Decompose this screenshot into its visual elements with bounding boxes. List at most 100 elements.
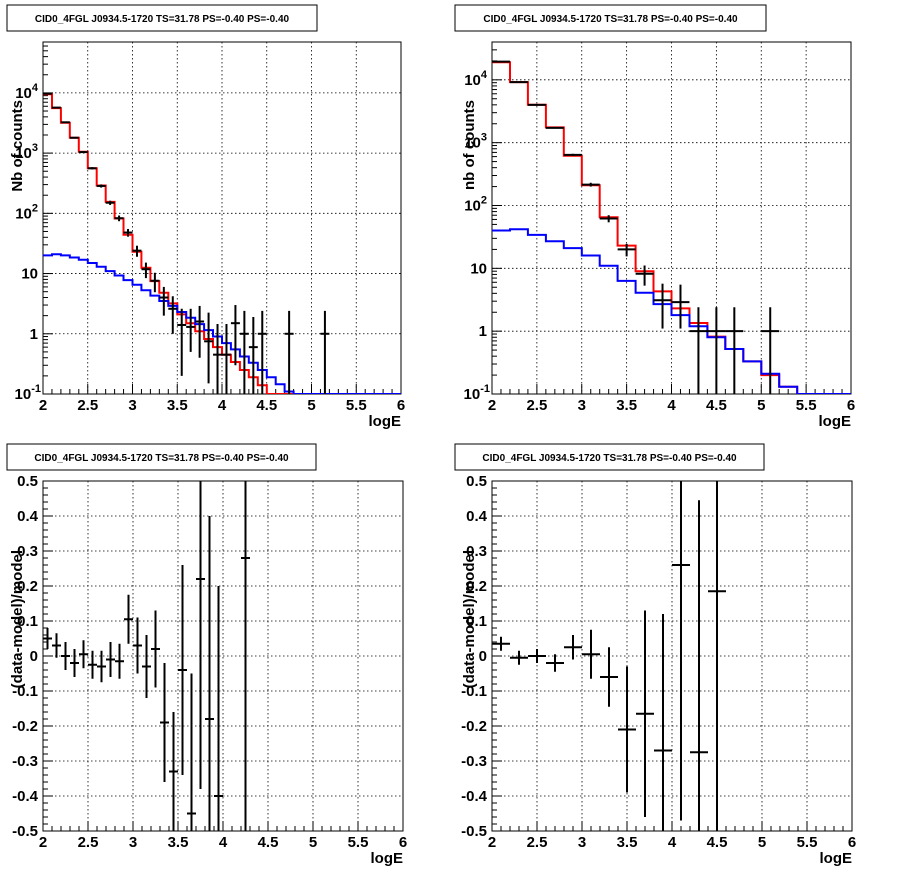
y-tick-label: 102 xyxy=(15,202,38,222)
x-tick-label: 6 xyxy=(397,397,405,414)
y-tick-label: 0.5 xyxy=(466,473,487,490)
residual-point xyxy=(546,654,564,672)
x-tick-label: 2.5 xyxy=(527,834,548,851)
residual-point xyxy=(124,594,133,644)
top-right-counts-panel: CID0_4FGL J0934.5-1720 TS=31.78 PS=-0.40… xyxy=(454,4,855,430)
data-point xyxy=(707,307,726,394)
x-tick-label: 3 xyxy=(578,397,586,414)
y-tick-label: 10 xyxy=(470,260,487,277)
y-tick-label: 1 xyxy=(479,323,487,340)
x-tick-label: 4 xyxy=(219,834,228,851)
y-tick-label: -0.5 xyxy=(461,823,487,840)
y-tick-label: 0.5 xyxy=(17,473,38,490)
y-tick-label: 102 xyxy=(464,194,487,214)
x-tick-label: 5 xyxy=(758,834,766,851)
residual-point xyxy=(241,481,250,831)
y-tick-label: 1 xyxy=(30,326,38,343)
chart-title: CID0_4FGL J0934.5-1720 TS=31.78 PS=-0.40… xyxy=(35,14,290,25)
data-point xyxy=(239,310,249,394)
residual-point xyxy=(70,649,79,677)
x-tick-label: 2.5 xyxy=(526,397,547,414)
residual-point xyxy=(205,516,214,831)
x-tick-label: 4 xyxy=(668,834,677,851)
residual-point xyxy=(160,663,169,782)
x-tick-label: 2.5 xyxy=(78,834,99,851)
y-axis-label: nb of counts xyxy=(461,100,478,190)
residual-point xyxy=(708,481,726,831)
y-tick-label: 10-1 xyxy=(464,383,490,403)
chart-title: CID0_4FGL J0934.5-1720 TS=31.78 PS=-0.40… xyxy=(483,14,738,25)
y-tick-label: 0.4 xyxy=(466,508,488,525)
x-tick-label: 4 xyxy=(667,397,676,414)
x-axis-label: logE xyxy=(820,850,853,867)
residual-point xyxy=(618,666,636,793)
data-point xyxy=(320,310,330,394)
data-point xyxy=(689,307,708,394)
data-point xyxy=(114,215,124,222)
data-point xyxy=(78,151,88,154)
data-point xyxy=(635,265,654,286)
residual-point xyxy=(672,481,690,821)
x-tick-label: 3.5 xyxy=(167,397,188,414)
y-tick-label: 104 xyxy=(464,69,488,89)
x-tick-label: 3.5 xyxy=(168,834,189,851)
y-tick-label: 10-1 xyxy=(15,383,41,403)
y-tick-label: -0.1 xyxy=(461,683,487,700)
x-tick-label: 3 xyxy=(129,834,137,851)
data-point xyxy=(545,126,564,129)
y-tick-label: -0.3 xyxy=(461,753,487,770)
y-axis-label: (data-model)/model xyxy=(461,550,478,688)
y-tick-label: -0.5 xyxy=(12,823,38,840)
y-tick-label: 103 xyxy=(464,132,487,152)
data-point xyxy=(257,310,267,394)
y-tick-label: 0.3 xyxy=(466,543,487,560)
residual-point xyxy=(214,586,223,831)
x-tick-label: 2 xyxy=(39,834,47,851)
y-tick-label: -0.4 xyxy=(12,788,39,805)
data-point xyxy=(132,245,142,257)
data-point xyxy=(213,324,222,394)
y-tick-label: 0 xyxy=(479,648,487,665)
top-left-counts-panel: CID0_4FGL J0934.5-1720 TS=31.78 PS=-0.40… xyxy=(6,4,405,430)
data-point xyxy=(168,296,178,334)
x-axis-label: logE xyxy=(819,413,852,430)
residual-point xyxy=(151,610,160,688)
data-point xyxy=(725,307,744,394)
residual-point xyxy=(52,633,61,658)
residual-point xyxy=(528,649,546,663)
plot-marks xyxy=(43,481,250,831)
chart-title: CID0_4FGL J0934.5-1720 TS=31.78 PS=-0.40… xyxy=(34,453,289,464)
x-tick-label: 4.5 xyxy=(706,397,727,414)
residual-point xyxy=(690,500,708,831)
residual-point xyxy=(61,642,70,670)
data-point xyxy=(563,153,582,156)
x-tick-label: 2 xyxy=(488,834,496,851)
residual-point xyxy=(97,650,106,683)
x-tick-label: 2 xyxy=(39,397,47,414)
title-box xyxy=(6,4,318,32)
data-point xyxy=(96,184,106,188)
x-axis-label: logE xyxy=(369,413,402,430)
data-point xyxy=(43,92,52,95)
x-tick-label: 3.5 xyxy=(616,397,637,414)
residual-point xyxy=(510,650,528,665)
y-tick-label: 0.2 xyxy=(17,578,38,595)
title-box xyxy=(6,443,317,471)
x-tick-label: 6 xyxy=(847,397,855,414)
y-axis-label: Nb of counts xyxy=(9,100,26,192)
x-tick-label: 5 xyxy=(309,834,317,851)
bottom-right-residuals-panel: CID0_4FGL J0934.5-1720 TS=31.78 PS=-0.40… xyxy=(454,443,856,867)
y-tick-label: 104 xyxy=(15,82,39,102)
data-point xyxy=(87,167,97,170)
residual-point xyxy=(654,614,672,831)
data-point xyxy=(617,243,636,257)
data-point xyxy=(653,283,672,329)
residual-point xyxy=(636,610,654,817)
y-tick-label: -0.2 xyxy=(461,718,487,735)
x-tick-label: 3 xyxy=(128,397,136,414)
background-model-step-line xyxy=(492,228,851,394)
y-tick-label: -0.2 xyxy=(12,718,38,735)
title-box xyxy=(454,443,765,471)
y-tick-label: 0.1 xyxy=(466,613,487,630)
